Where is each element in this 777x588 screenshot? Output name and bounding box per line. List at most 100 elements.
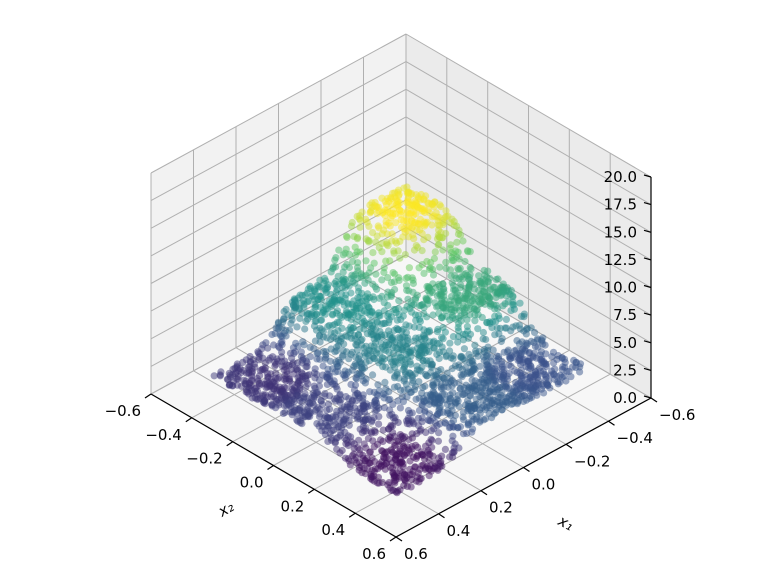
data-point — [395, 297, 403, 305]
data-point — [343, 233, 351, 241]
data-point — [507, 307, 515, 315]
data-point — [365, 238, 373, 246]
data-point — [384, 301, 392, 310]
z-tick-label: 0.0 — [613, 389, 637, 407]
data-point — [360, 364, 369, 372]
data-point — [323, 380, 331, 388]
x-tick-label: −0.6 — [659, 406, 695, 424]
data-point — [490, 388, 498, 396]
data-point — [368, 418, 376, 426]
data-point — [279, 409, 287, 417]
data-point — [479, 328, 487, 337]
data-point — [458, 373, 466, 381]
data-point — [339, 268, 347, 276]
data-point — [293, 323, 301, 331]
data-point — [401, 306, 409, 314]
z-grid-line — [150, 61, 407, 202]
data-point — [471, 388, 480, 396]
data-point — [210, 372, 218, 380]
data-point — [379, 437, 387, 445]
data-point — [315, 376, 324, 384]
z-grid-line — [150, 199, 407, 340]
data-point — [429, 372, 438, 380]
data-point — [301, 325, 309, 333]
data-point — [550, 359, 558, 367]
data-point — [323, 406, 331, 414]
data-point — [425, 328, 433, 336]
data-point — [397, 211, 405, 219]
data-point — [302, 383, 310, 391]
data-point — [416, 317, 424, 326]
data-point — [522, 330, 530, 338]
data-point — [431, 248, 439, 256]
data-point — [390, 249, 398, 257]
data-point — [262, 384, 270, 392]
data-point — [476, 418, 484, 426]
data-point — [425, 456, 433, 464]
z-grid-line — [150, 226, 407, 367]
data-point — [338, 313, 346, 321]
data-point — [562, 377, 570, 385]
data-point — [353, 235, 361, 243]
data-point — [314, 349, 322, 357]
data-point — [434, 437, 442, 445]
y-tick-label: 0.6 — [362, 545, 386, 563]
x-tick-mark — [608, 420, 615, 426]
data-point — [331, 348, 339, 356]
data-point — [303, 363, 311, 371]
data-point — [442, 353, 450, 361]
z-grid-line — [405, 144, 652, 288]
data-point — [425, 400, 433, 408]
data-point — [317, 296, 325, 304]
data-point — [420, 304, 428, 312]
data-point — [470, 300, 478, 308]
data-point — [420, 236, 428, 244]
data-point — [430, 344, 438, 352]
data-point — [433, 303, 441, 311]
data-point — [347, 222, 356, 230]
z-grid-line — [405, 88, 652, 233]
data-point — [434, 241, 442, 249]
y-tick-mark — [389, 536, 397, 542]
z-tick-mark — [643, 312, 652, 316]
data-point — [422, 428, 430, 437]
data-point — [441, 445, 449, 453]
x-tick-mark — [523, 467, 530, 472]
data-point — [412, 454, 420, 463]
data-point — [298, 420, 306, 428]
data-point — [486, 286, 494, 294]
data-point — [239, 358, 247, 366]
data-point — [358, 429, 366, 437]
data-point — [471, 311, 479, 319]
z-grid-line — [405, 226, 652, 371]
data-point — [540, 389, 548, 397]
data-point — [437, 384, 446, 393]
data-point — [423, 313, 431, 321]
data-point — [328, 311, 337, 319]
data-point — [441, 328, 449, 336]
data-point — [229, 382, 237, 390]
data-point — [503, 385, 511, 393]
data-point — [461, 257, 469, 266]
data-point — [516, 299, 524, 307]
data-point — [378, 248, 386, 256]
z-grid-line — [150, 171, 407, 312]
data-point — [340, 340, 348, 348]
x-tick-label: 0.0 — [532, 476, 556, 494]
data-point — [430, 203, 438, 211]
x-tick-mark — [565, 443, 573, 449]
tick-labels: −0.6−0.4−0.20.00.20.40.6−0.6−0.4−0.20.00… — [105, 168, 696, 563]
data-point — [331, 439, 339, 447]
data-point — [477, 300, 485, 308]
data-point — [415, 478, 423, 486]
data-point — [378, 320, 386, 328]
data-point — [393, 316, 401, 324]
data-point — [500, 348, 508, 356]
data-point — [316, 355, 324, 363]
data-point — [300, 341, 308, 349]
data-point — [394, 397, 402, 405]
data-point — [381, 465, 389, 473]
data-point — [393, 489, 401, 497]
data-point — [488, 324, 496, 332]
data-point — [471, 317, 479, 325]
